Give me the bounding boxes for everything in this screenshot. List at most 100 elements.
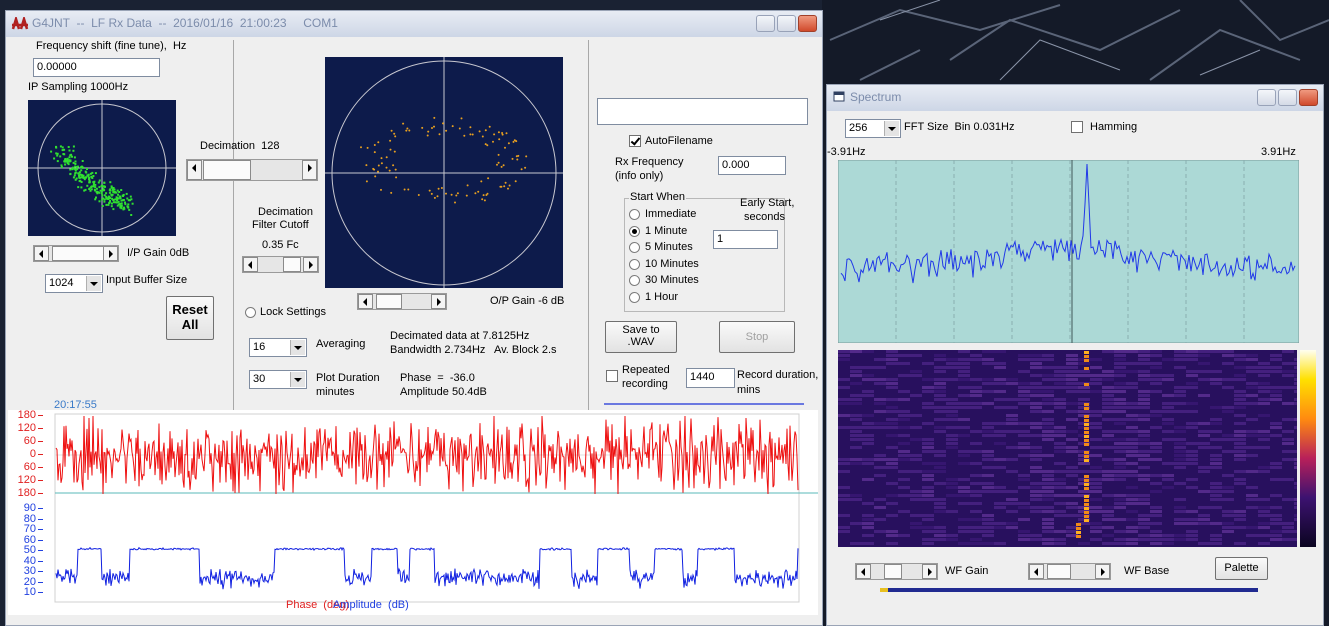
waterfall-cell [934,502,946,505]
waterfall-cell [1174,522,1186,525]
minimize-button[interactable] [1257,89,1276,106]
app-icon [11,17,29,31]
scope-dot [466,195,468,197]
waterfall-cell [982,486,994,489]
start-radio[interactable] [629,226,640,237]
axis-label: 3.91Hz [1261,146,1296,159]
waterfall-cell [994,398,1006,401]
waterfall-cell [862,442,874,445]
lock-radio[interactable] [245,307,256,318]
filename-input[interactable] [597,98,808,125]
waterfall-cell [1102,406,1114,409]
waterfall-cell [1174,510,1186,513]
start-radio[interactable] [629,292,640,303]
stop-button[interactable]: Stop [719,321,795,353]
repeat-checkbox[interactable] [606,370,618,382]
palette-button[interactable]: Palette [1215,557,1268,580]
waterfall-cell [1114,450,1126,453]
close-button[interactable] [1299,89,1318,106]
divider [233,40,234,410]
waterfall-cell [922,526,934,529]
tick-mark [38,582,43,583]
waterfall-cell [922,538,934,541]
start-radio[interactable] [629,209,640,220]
waterfall-cell [1030,386,1042,389]
decimation-slider[interactable] [186,159,318,181]
text-input[interactable]: 1 [713,230,778,249]
waterfall-cell [910,370,922,373]
waterfall-cell [970,542,982,545]
start-radio[interactable] [629,275,640,286]
waterfall-cell [1126,350,1138,353]
waterfall-cell [958,402,970,405]
reset-button[interactable]: Reset All [166,296,214,340]
waterfall-cell [946,410,958,413]
waterfall-cell [1102,390,1114,393]
buffer-size-select[interactable]: 1024 [45,274,103,293]
auto-filename-checkbox[interactable] [629,135,641,147]
waterfall-cell [1066,358,1078,361]
waterfall-cell [1138,474,1150,477]
scope-dot [71,156,73,158]
waterfall-cell [862,350,874,353]
op-gain-slider[interactable] [357,293,447,310]
waterfall-cell [898,470,910,473]
scope-dot [81,181,83,183]
waterfall-cell [850,402,862,405]
scope-dot [377,141,379,143]
close-button[interactable] [798,15,817,32]
scope-dot [69,150,71,152]
cutoff-slider[interactable] [242,256,319,273]
scope-dot [50,151,52,153]
waterfall-cell [1066,474,1078,477]
minimize-button[interactable] [756,15,775,32]
radio-label: 1 Minute [645,225,687,238]
start-radio[interactable] [629,259,640,270]
text-input[interactable]: 1440 [686,368,735,388]
waterfall-cell [1066,378,1078,381]
scope-dot [390,149,392,151]
waterfall-cell [1294,482,1297,485]
waterfall-cell [862,390,874,393]
waterfall-cell [862,522,874,525]
waterfall-cell [1054,482,1066,485]
waterfall-cell [1138,442,1150,445]
duration-select[interactable]: 30 [249,370,307,389]
save-button[interactable]: Save to .WAV [605,321,677,353]
averaging-select[interactable]: 16 [249,338,307,357]
waterfall-cell [862,426,874,429]
wf-gain-slider[interactable] [855,563,938,580]
waterfall-cell [1042,410,1054,413]
waterfall-cell [1138,374,1150,377]
waterfall-cell [934,410,946,413]
hamming-checkbox[interactable] [1071,121,1083,133]
start-radio[interactable] [629,242,640,253]
waterfall-cell [910,498,922,501]
scope-dot [73,146,75,148]
maximize-button[interactable] [777,15,796,32]
waterfall-cell [922,438,934,441]
waterfall-cell [1042,506,1054,509]
waterfall-cell [850,398,862,401]
waterfall-cell [1090,510,1102,513]
waterfall-cell [1102,350,1114,353]
text-input[interactable]: 0.000 [718,156,786,175]
radio-label: 1 Hour [645,291,678,304]
waterfall-cell [1006,490,1018,493]
waterfall-cell [1054,494,1066,497]
scope-dot [119,203,121,205]
waterfall-cell [934,418,946,421]
waterfall-cell [1222,378,1234,381]
waterfall-cell [1090,426,1102,429]
wf-base-slider[interactable] [1028,563,1111,580]
ip-gain-slider[interactable] [33,245,119,262]
waterfall-cell [874,506,886,509]
waterfall-cell [994,522,1006,525]
waterfall-cell [922,474,934,477]
maximize-button[interactable] [1278,89,1297,106]
waterfall-cell [1222,514,1234,517]
fft-size-select[interactable]: 256 [845,119,901,138]
text-input[interactable]: 0.00000 [33,58,160,77]
waterfall-cell [1294,386,1297,389]
waterfall-cell [1126,538,1138,541]
